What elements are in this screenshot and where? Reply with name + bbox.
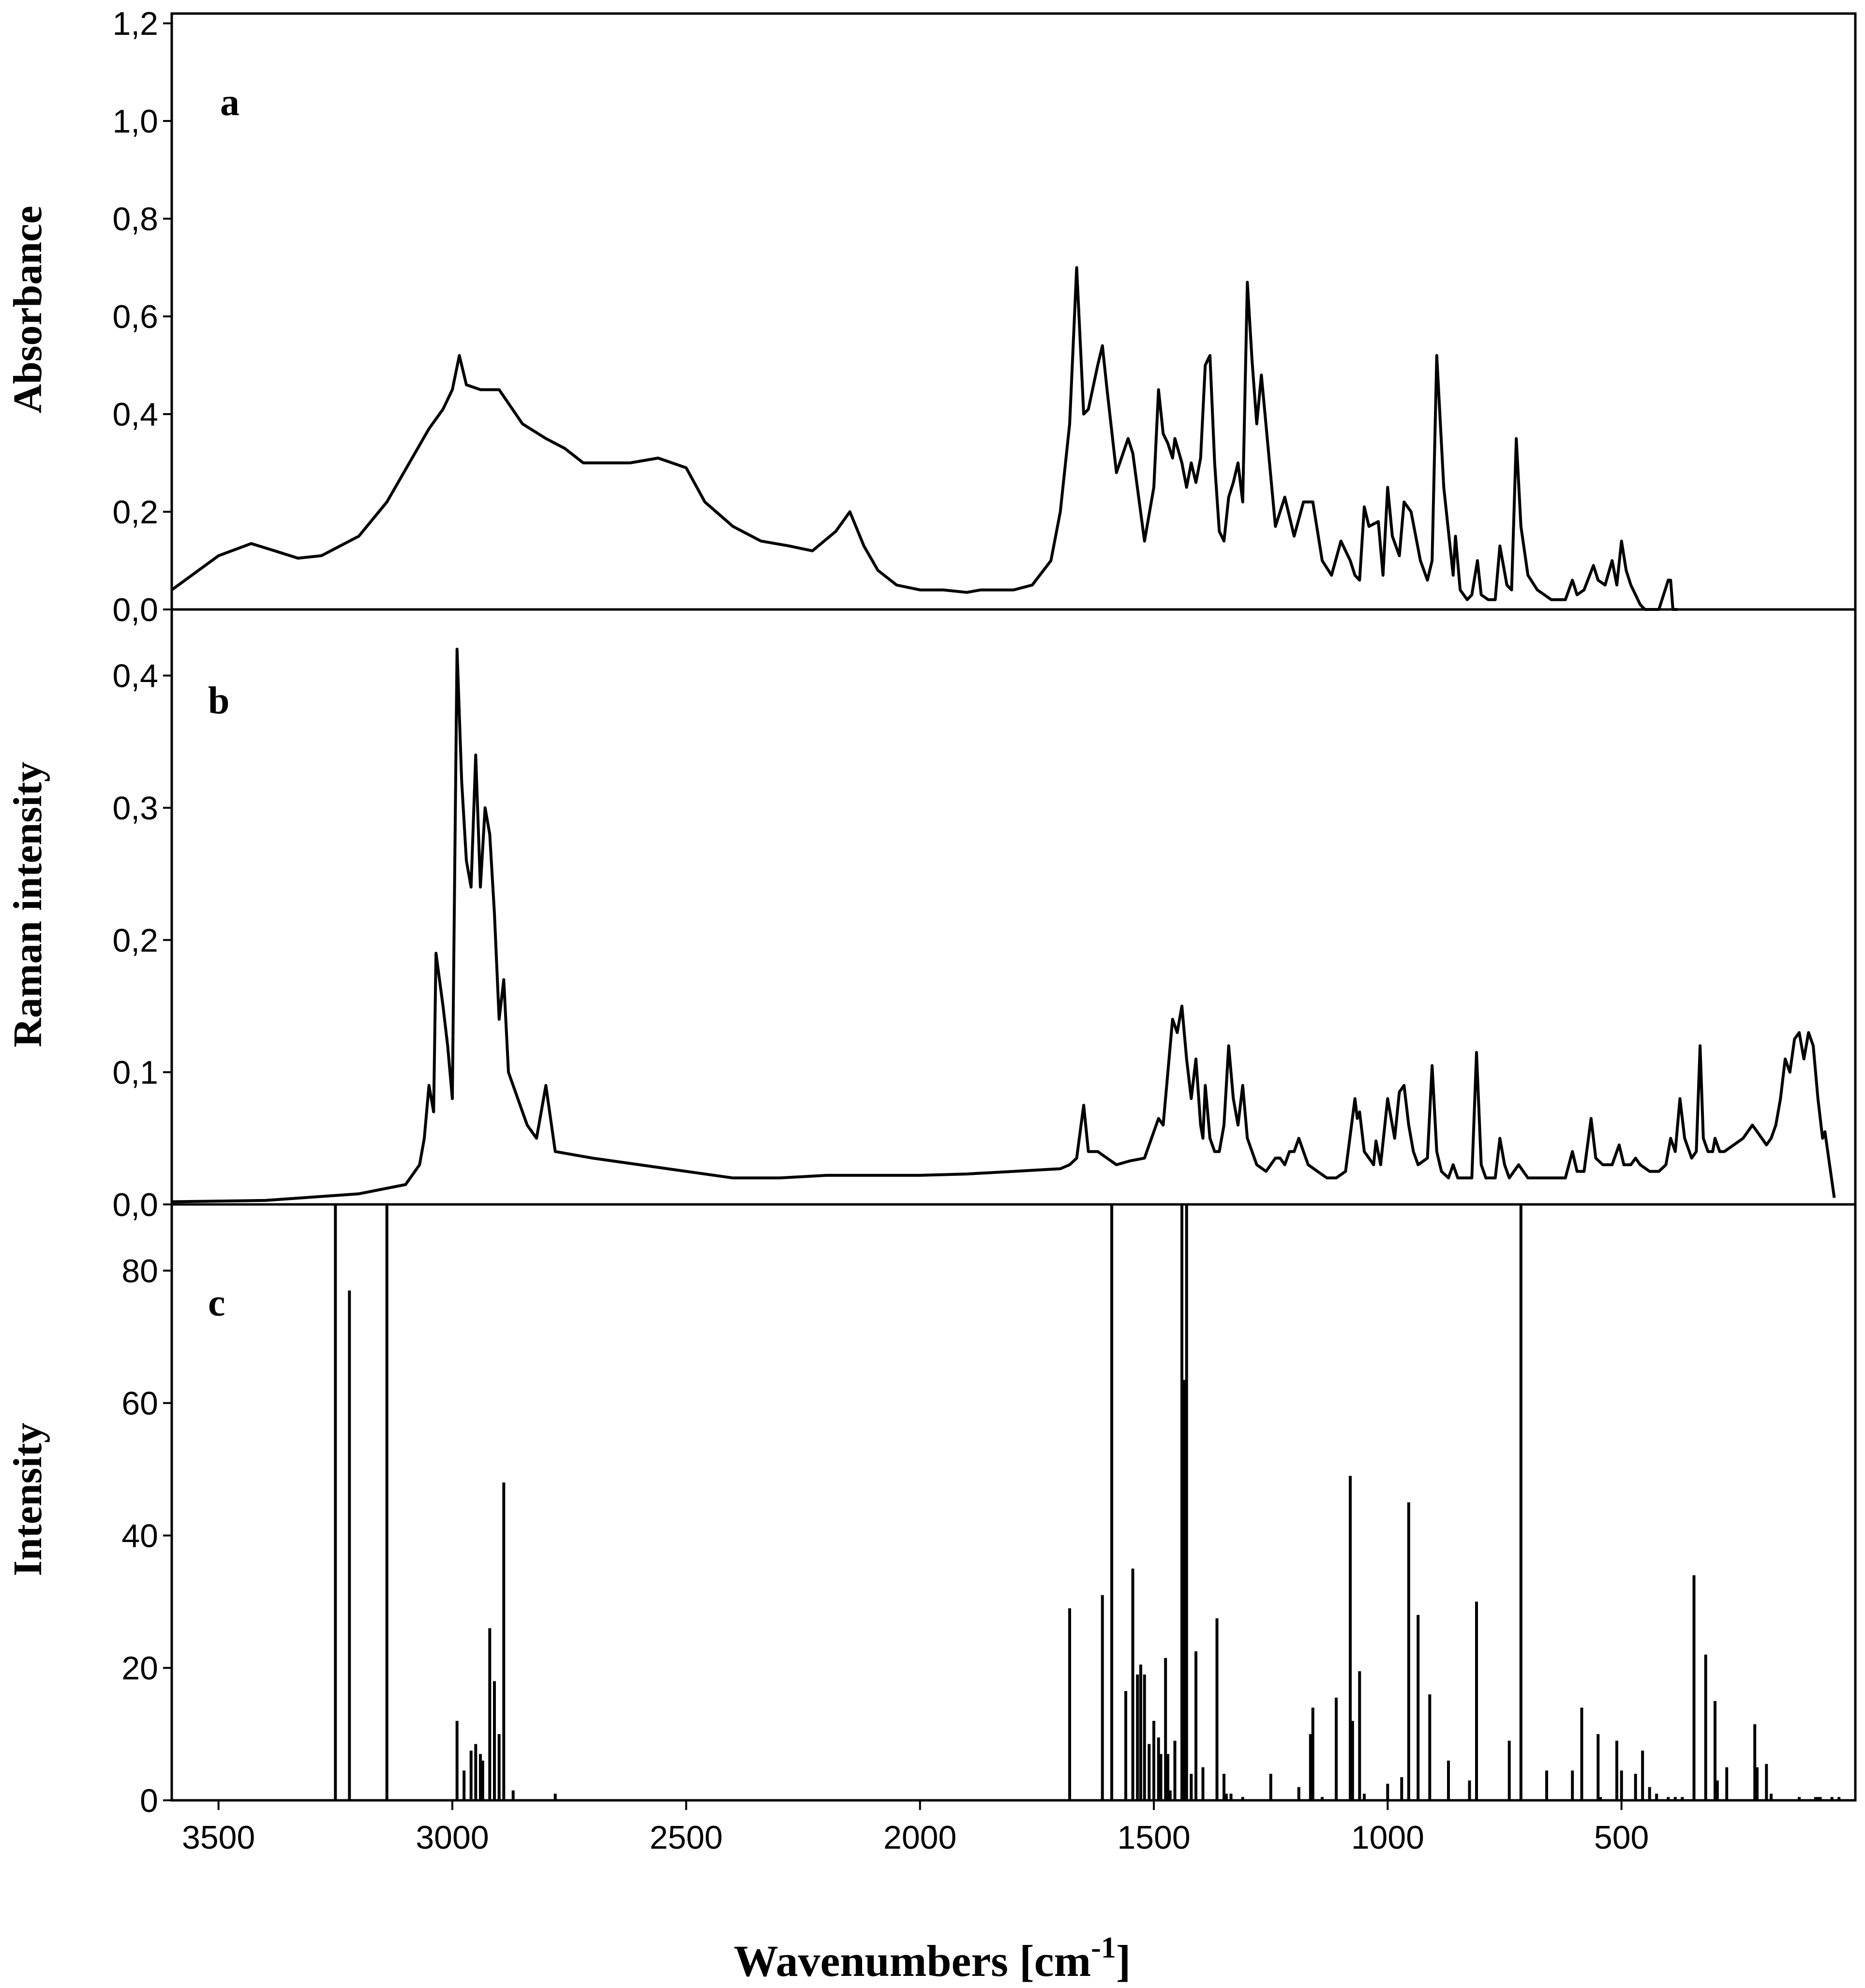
panel-b-letter: b: [208, 680, 230, 722]
panel-a-y-axis: 0,0 0,2 0,4 0,6 0,8 1,0 1,2: [112, 5, 172, 628]
panel-c-frame: [170, 1203, 1857, 1802]
panel-b-y-tick-label: 0,4: [112, 658, 158, 695]
panel-a-frame: [170, 12, 1857, 611]
panel-b-y-tick-label: 0,2: [112, 922, 158, 959]
x-axis-label: Wavenumbers [cm-1]: [734, 1931, 1131, 1986]
panel-c-y-tick-label: 20: [121, 1650, 158, 1687]
calculated-intensity-sticks: [334, 1204, 1841, 1800]
x-tick-label: 1500: [1117, 1819, 1190, 1856]
panel-a: 0,0 0,2 0,4 0,6 0,8 1,0 1,2 a Absorbance: [5, 5, 1857, 628]
x-tick-label: 2500: [650, 1819, 723, 1856]
panel-c-y-tick-label: 60: [121, 1385, 158, 1422]
x-axis-label-end: ]: [1116, 1936, 1131, 1986]
x-tick-label: 1000: [1351, 1819, 1424, 1856]
panel-c-y-label: Intensity: [5, 1423, 50, 1576]
x-axis: 3500 3000 2500 2000 1500 1000 500: [182, 1800, 1649, 1856]
panel-b-frame: [170, 608, 1857, 1206]
x-axis-label-main: Wavenumbers [cm: [734, 1936, 1091, 1986]
x-tick-label: 3000: [416, 1819, 489, 1856]
panel-b: 0,0 0,1 0,2 0,3 0,4 b Raman intensity: [5, 608, 1857, 1223]
x-tick-label: 2000: [883, 1819, 956, 1856]
panel-a-letter: a: [220, 81, 239, 124]
panel-a-y-tick-label: 1,2: [112, 5, 158, 42]
panel-b-y-tick-label: 0,3: [112, 790, 158, 827]
x-tick-label: 3500: [182, 1819, 255, 1856]
panel-a-y-tick-label: 1,0: [112, 103, 158, 140]
x-axis-label-superscript: -1: [1091, 1931, 1116, 1964]
raman-spectrum-line: [171, 648, 1836, 1203]
panel-b-y-tick-label: 0,1: [112, 1054, 158, 1091]
panel-b-y-axis: 0,0 0,1 0,2 0,3 0,4: [112, 658, 172, 1223]
panel-a-y-tick-label: 0,6: [112, 298, 158, 335]
absorbance-spectrum-line: [171, 266, 1678, 611]
panel-c-y-axis: 0 20 40 60 80: [121, 1253, 172, 1819]
panel-b-y-tick-label: 0,0: [112, 1187, 158, 1223]
panel-a-y-tick-label: 0,0: [112, 592, 158, 628]
panel-a-y-tick-label: 0,4: [112, 396, 158, 433]
panel-a-y-tick-label: 0,2: [112, 494, 158, 531]
panel-c-y-tick-label: 80: [121, 1253, 158, 1290]
panel-a-y-label: Absorbance: [5, 206, 50, 413]
panel-c-y-tick-label: 0: [140, 1782, 158, 1819]
panel-c-letter: c: [208, 1282, 225, 1324]
panel-b-y-label: Raman intensity: [5, 762, 50, 1047]
x-tick-label: 500: [1594, 1819, 1649, 1856]
panel-c: 0 20 40 60 80 c Intensity: [5, 1203, 1857, 1819]
panel-a-y-tick-label: 0,8: [112, 201, 158, 237]
panel-c-y-tick-label: 40: [121, 1517, 158, 1554]
